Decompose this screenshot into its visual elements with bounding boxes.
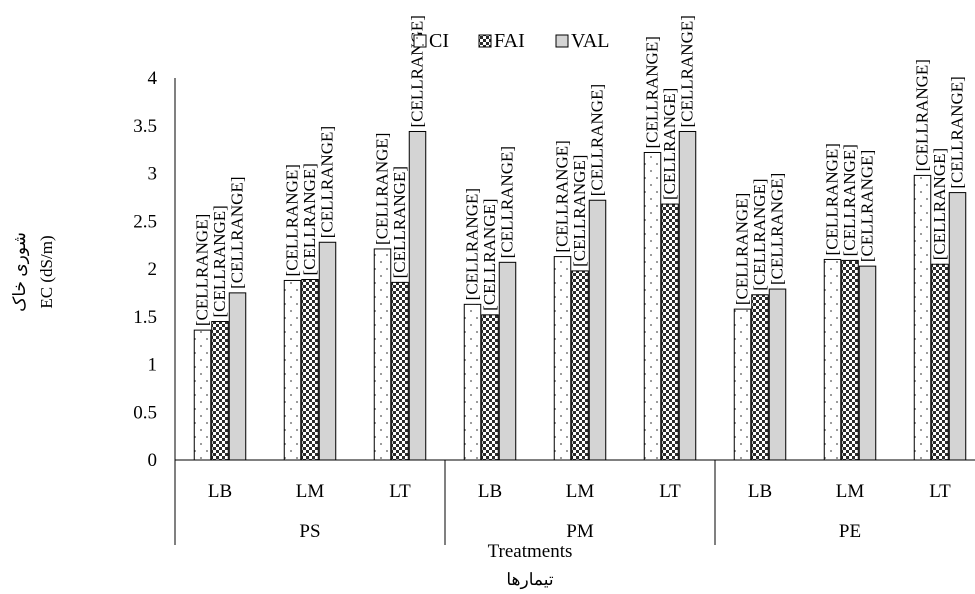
group-label: PE — [839, 521, 861, 542]
bar-series — [193, 130, 967, 461]
bar-data-label: [CELLRANGE] — [300, 163, 319, 275]
group-label: PS — [299, 521, 320, 542]
legend-swatch-fai — [478, 34, 492, 48]
y-tick-label: 3 — [148, 164, 158, 185]
bar-data-label: [CELLRANGE] — [733, 193, 752, 305]
bar-fai — [841, 259, 859, 461]
bar-val — [408, 130, 427, 461]
y-tick-label: 4 — [148, 68, 158, 89]
group-labels: PS PM PE — [299, 521, 861, 542]
bar-data-label: [CELLRANGE] — [588, 84, 607, 196]
bar-data-label: [CELLRANGE] — [858, 150, 877, 262]
bar-val — [588, 199, 607, 461]
bar-val — [768, 288, 787, 461]
bar-data-label: [CELLRANGE] — [930, 148, 949, 260]
data-labels: [CELLRANGE][CELLRANGE][CELLRANGE] [CELLRA… — [193, 15, 967, 326]
legend: CI FAI VAL — [413, 30, 610, 52]
category-label: LM — [296, 481, 325, 502]
y-axis-label: شوری خاک EC (dS/m) — [10, 232, 56, 312]
y-tick-label: 1.5 — [133, 307, 157, 328]
group-label: PM — [566, 521, 594, 542]
bar-data-label: [CELLRANGE] — [318, 126, 337, 238]
bar-data-label: [CELLRANGE] — [193, 214, 212, 326]
bar-ci — [913, 174, 932, 461]
bar-fai — [571, 270, 589, 461]
category-label: LB — [208, 481, 232, 502]
bar-fai — [751, 294, 769, 461]
bar-val — [948, 192, 967, 461]
bar-fai — [661, 203, 679, 461]
bar-data-label: [CELLRANGE] — [840, 144, 859, 256]
bar-val — [498, 261, 517, 461]
bar-data-label: [CELLRANGE] — [498, 146, 517, 258]
y-tick-label: 2 — [148, 259, 158, 280]
bar-fai — [391, 281, 409, 461]
y-tick-label: 3.5 — [133, 116, 157, 137]
x-axis-label: Treatments — [488, 541, 573, 562]
bar-data-label: [CELLRANGE] — [463, 188, 482, 300]
bar-data-label: [CELLRANGE] — [553, 140, 572, 252]
bar-fai — [211, 321, 229, 461]
bar-val — [858, 265, 877, 461]
bar-ci — [463, 303, 482, 461]
bar-data-label: [CELLRANGE] — [750, 178, 769, 290]
bar-fai — [301, 279, 319, 461]
category-labels: LB LM LT LB LM LT LB LM LT — [208, 481, 951, 502]
bar-data-label: [CELLRANGE] — [373, 133, 392, 245]
bar-fai — [481, 314, 499, 461]
y-axis-label-units: EC (dS/m) — [37, 235, 56, 308]
y-tick-label: 2.5 — [133, 211, 157, 232]
legend-swatch-val — [555, 34, 569, 48]
bar-fai — [931, 263, 949, 461]
category-label: LT — [929, 481, 951, 502]
category-label: LT — [389, 481, 411, 502]
legend-label: CI — [429, 30, 449, 52]
bar-data-label: [CELLRANGE] — [390, 166, 409, 278]
bar-val — [228, 292, 247, 461]
bar-data-label: [CELLRANGE] — [823, 143, 842, 255]
y-tick-label: 0 — [148, 450, 158, 471]
bar-data-label: [CELLRANGE] — [228, 177, 247, 289]
bar-ci — [823, 258, 842, 461]
bar-data-label: [CELLRANGE] — [480, 198, 499, 310]
bar-data-label: [CELLRANGE] — [408, 15, 427, 127]
category-label: LB — [748, 481, 772, 502]
bar-val — [678, 130, 697, 461]
bar-data-label: [CELLRANGE] — [643, 36, 662, 148]
category-label: LB — [478, 481, 502, 502]
bar-data-label: [CELLRANGE] — [913, 59, 932, 171]
bar-data-label: [CELLRANGE] — [948, 76, 967, 188]
bar-data-label: [CELLRANGE] — [570, 155, 589, 267]
bar-ci — [643, 151, 662, 461]
bar-ci — [373, 248, 392, 461]
bar-ci — [193, 329, 212, 461]
legend-swatch-ci — [413, 34, 427, 48]
category-label: LM — [836, 481, 865, 502]
bar-data-label: [CELLRANGE] — [283, 164, 302, 276]
category-label: LT — [659, 481, 681, 502]
y-tick-label: 0.5 — [133, 402, 157, 423]
bar-ci — [283, 279, 302, 461]
bar-data-label: [CELLRANGE] — [678, 15, 697, 127]
bar-ci — [733, 308, 752, 461]
axis-lines — [174, 78, 975, 545]
bar-ci — [553, 256, 572, 461]
y-axis-ticks: 0 0.5 1 1.5 2 2.5 3 3.5 4 — [133, 68, 157, 471]
category-label: LM — [566, 481, 595, 502]
bar-data-label: [CELLRANGE] — [768, 173, 787, 285]
bar-data-label: [CELLRANGE] — [210, 205, 229, 317]
legend-label: VAL — [571, 30, 610, 52]
y-axis-label-farsi: شوری خاک — [10, 232, 30, 312]
legend-label: FAI — [494, 30, 525, 52]
bar-data-label: [CELLRANGE] — [660, 88, 679, 200]
y-tick-label: 1 — [148, 355, 158, 376]
bar-val — [318, 241, 337, 461]
x-axis-label-farsi: تیمارها — [506, 570, 553, 590]
